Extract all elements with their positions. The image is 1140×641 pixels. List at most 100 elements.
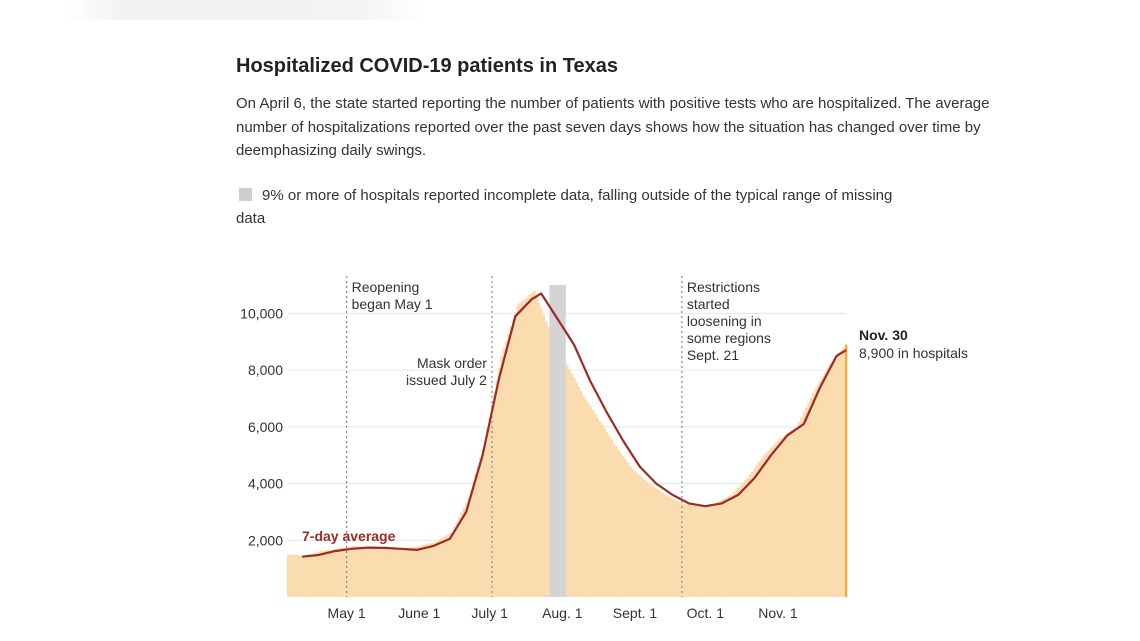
daily-bar bbox=[601, 424, 604, 597]
daily-bar bbox=[840, 350, 843, 597]
daily-bar bbox=[687, 504, 691, 597]
daily-bar bbox=[779, 438, 782, 597]
daily-bar bbox=[340, 548, 344, 597]
daily-bar bbox=[633, 471, 637, 597]
daily-bar bbox=[317, 551, 320, 597]
x-tick-label: June 1 bbox=[398, 605, 440, 621]
daily-bar bbox=[422, 544, 426, 597]
daily-bar bbox=[650, 485, 653, 597]
daily-bar bbox=[394, 547, 398, 597]
daily-bar bbox=[640, 477, 644, 597]
daily-bar bbox=[736, 487, 740, 597]
daily-bar bbox=[453, 526, 456, 597]
daily-bar bbox=[671, 498, 674, 597]
daily-bar bbox=[692, 505, 696, 597]
daily-bar bbox=[708, 504, 712, 597]
daily-bar bbox=[664, 494, 667, 597]
daily-bar bbox=[769, 447, 773, 597]
daily-bar bbox=[638, 475, 642, 597]
daily-bar bbox=[676, 500, 679, 597]
daily-bar bbox=[732, 492, 735, 597]
daily-bar bbox=[596, 417, 599, 597]
daily-bar bbox=[685, 504, 689, 597]
daily-bar bbox=[819, 380, 822, 597]
daily-bar bbox=[615, 446, 618, 597]
daily-bar bbox=[804, 407, 808, 597]
daily-bar bbox=[814, 388, 817, 597]
daily-bar bbox=[739, 485, 742, 597]
y-tick-label: 8,000 bbox=[248, 362, 283, 378]
daily-bar bbox=[385, 546, 388, 597]
x-tick-label: Aug. 1 bbox=[542, 605, 583, 621]
daily-bar bbox=[420, 545, 424, 597]
daily-bar bbox=[312, 553, 316, 597]
incomplete-data-swatch bbox=[239, 188, 252, 201]
daily-bar bbox=[490, 404, 494, 597]
daily-bar bbox=[457, 517, 461, 597]
daily-bar bbox=[589, 406, 592, 597]
daily-bar bbox=[500, 355, 503, 597]
daily-bar bbox=[582, 395, 585, 597]
daily-bar bbox=[495, 380, 499, 597]
daily-bar bbox=[415, 546, 419, 597]
daily-bar bbox=[427, 543, 431, 597]
daily-bar bbox=[701, 505, 705, 597]
daily-bar bbox=[608, 435, 611, 597]
daily-bar bbox=[387, 546, 391, 597]
daily-bar bbox=[746, 477, 749, 597]
daily-bar bbox=[729, 494, 733, 597]
daily-bar bbox=[300, 555, 304, 597]
daily-bar bbox=[462, 507, 466, 597]
daily-bar bbox=[722, 498, 726, 597]
daily-bar bbox=[343, 547, 346, 597]
daily-bar bbox=[509, 326, 513, 597]
daily-bar bbox=[661, 493, 665, 597]
daily-bar bbox=[338, 548, 342, 597]
daily-bar bbox=[397, 548, 400, 597]
daily-bar bbox=[425, 544, 428, 597]
daily-bar bbox=[795, 426, 799, 597]
daily-bar bbox=[537, 302, 541, 597]
daily-bar bbox=[683, 503, 686, 597]
y-tick-label: 4,000 bbox=[248, 476, 283, 492]
daily-bar bbox=[622, 456, 625, 597]
daily-bar bbox=[826, 368, 829, 597]
daily-bar bbox=[699, 505, 703, 597]
daily-bar bbox=[783, 434, 787, 597]
daily-bar bbox=[713, 503, 717, 597]
daily-bar bbox=[666, 496, 670, 597]
daily-bar bbox=[772, 445, 775, 597]
daily-bar bbox=[835, 355, 839, 597]
daily-bar bbox=[694, 505, 698, 597]
daily-bar bbox=[626, 462, 630, 597]
x-tick-label: Oct. 1 bbox=[687, 605, 725, 621]
daily-bar bbox=[816, 384, 820, 597]
daily-bar bbox=[504, 341, 508, 597]
daily-bar bbox=[291, 554, 295, 597]
daily-bar bbox=[748, 474, 752, 597]
daily-bar bbox=[647, 483, 651, 597]
daily-bar bbox=[479, 457, 482, 597]
daily-bar bbox=[624, 459, 628, 597]
daily-bar bbox=[429, 543, 433, 597]
daily-bar bbox=[298, 555, 302, 597]
daily-bar bbox=[286, 554, 290, 597]
daily-bar bbox=[324, 550, 327, 597]
daily-bar bbox=[828, 364, 832, 597]
daily-bar bbox=[715, 502, 719, 597]
daily-bar bbox=[591, 410, 595, 597]
daily-bar bbox=[654, 488, 658, 597]
daily-bar bbox=[368, 547, 372, 597]
daily-bar bbox=[800, 417, 803, 597]
daily-bar bbox=[542, 314, 546, 597]
daily-bar bbox=[314, 552, 318, 597]
daily-bar bbox=[361, 546, 365, 597]
daily-bar bbox=[443, 536, 447, 597]
daily-bar bbox=[382, 546, 386, 597]
daily-bar bbox=[380, 546, 384, 597]
daily-bar bbox=[460, 512, 463, 597]
daily-bar bbox=[786, 433, 789, 597]
annotation-text: Mask order issued July 2 bbox=[406, 355, 487, 388]
daily-bar bbox=[797, 421, 801, 597]
daily-bar bbox=[333, 549, 337, 597]
